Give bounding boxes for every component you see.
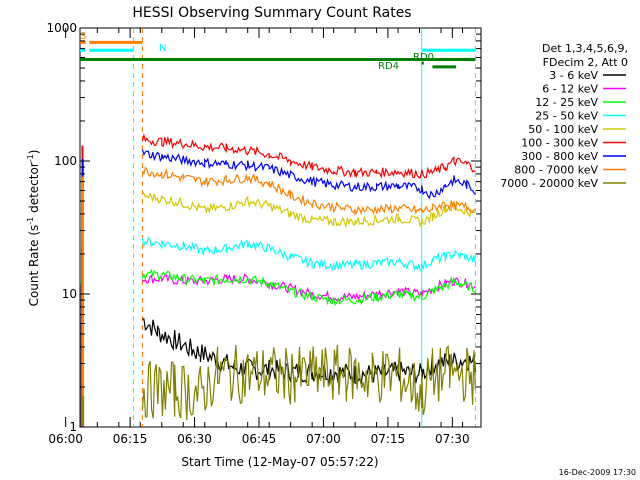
legend-item-label: 50 - 100 keV <box>528 123 598 136</box>
legend-item-label: 7000 - 20000 keV <box>500 177 598 190</box>
flag-label-n: N <box>159 43 166 54</box>
flag-bars <box>80 40 476 69</box>
series-line <box>141 236 476 272</box>
legend-header-1: Det 1,3,4,5,6,9, <box>542 42 628 55</box>
legend-item-label: 3 - 6 keV <box>549 69 598 82</box>
flag-label-s: S <box>80 31 86 42</box>
legend-item-label: 6 - 12 keV <box>542 83 598 96</box>
y-tick-label: 1 <box>69 420 77 434</box>
x-tick-label: 06:30 <box>177 432 212 446</box>
x-axis-label: Start Time (12-May-07 05:57:22) <box>181 455 378 469</box>
series-line <box>141 191 476 229</box>
flag-label-rd0: RD0 <box>413 52 434 63</box>
date-stamp: 16-Dec-2009 17:30 <box>559 468 636 477</box>
x-tick-label: 07:00 <box>306 432 341 446</box>
y-axis-label: Count Rate (s-1 detector-1) <box>26 150 41 307</box>
legend-item-label: 12 - 25 keV <box>535 96 598 109</box>
legend-item-label: 300 - 800 keV <box>521 150 598 163</box>
x-tick-label: 07:15 <box>371 432 406 446</box>
series-lines <box>80 133 476 427</box>
x-tick-label: 06:45 <box>242 432 277 446</box>
series-line <box>141 149 476 200</box>
x-tick-label: 06:15 <box>113 432 148 446</box>
series-line <box>141 344 476 421</box>
series-line <box>141 166 476 216</box>
legend: Det 1,3,4,5,6,9, FDecim 2, Att 0 3 - 6 k… <box>500 42 628 190</box>
legend-item-label: 800 - 7000 keV <box>514 164 598 177</box>
x-tick-label: 06:00 <box>48 432 83 446</box>
y-tick-label: 1000 <box>46 21 77 35</box>
y-axis-label-sup1: -1 <box>26 217 35 225</box>
chart-title: HESSI Observing Summary Count Rates <box>132 5 411 21</box>
x-tick-label: 07:30 <box>435 432 470 446</box>
series-line <box>141 133 476 179</box>
y-axis-label-sup2: -1 <box>26 154 35 162</box>
y-axis-label-mid: detector <box>27 162 41 217</box>
series-line <box>141 268 476 307</box>
legend-item-label: 100 - 300 keV <box>521 137 598 150</box>
y-tick-label: 100 <box>54 154 77 168</box>
y-axis-label-end: ) <box>27 150 41 155</box>
x-axis: 06:00 06:15 06:30 06:45 07:00 07:15 07:30 <box>48 28 470 446</box>
plot-area <box>79 27 482 428</box>
y-tick-label: 10 <box>62 287 77 301</box>
y-axis: 1 10 100 1000 <box>46 21 481 434</box>
flag-label-rd4: RD4 <box>378 61 399 72</box>
legend-header-2: FDecim 2, Att 0 <box>543 56 628 69</box>
y-axis-label-main: Count Rate (s <box>27 225 41 307</box>
series-line <box>141 273 476 302</box>
vertical-markers <box>132 28 476 427</box>
legend-item-label: 25 - 50 keV <box>535 110 598 123</box>
